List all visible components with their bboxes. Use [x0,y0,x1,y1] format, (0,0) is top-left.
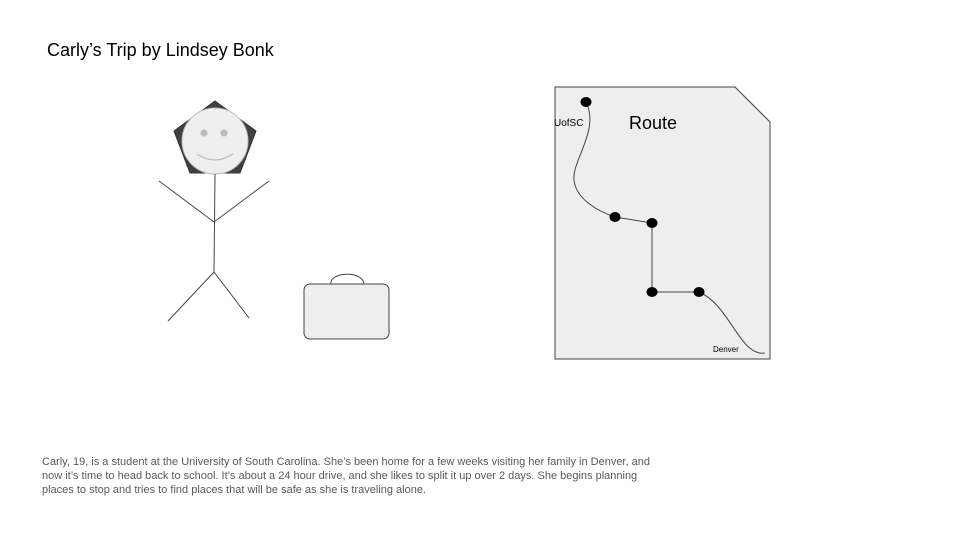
route-stop-3 [646,218,658,228]
left-eye [200,129,208,137]
route-line [573,101,766,354]
suitcase-body [303,283,390,340]
map-title: Route [629,113,677,133]
smile-mouth [196,153,234,161]
slide-title: Carly’s Trip by Lindsey Bonk [47,40,274,60]
smiley-face [181,107,249,175]
route-stop-4 [646,287,658,297]
right-arm [213,180,270,223]
route-stop-5 [693,287,705,297]
right-leg [213,271,250,319]
stick-figure [158,100,270,322]
suitcase [303,273,390,340]
map-end-label: Denver [713,345,739,354]
story-description: Carly, 19, is a student at the Universit… [42,456,650,496]
route-stop-start [580,97,592,107]
body-line [213,173,216,273]
left-leg [167,271,215,322]
suitcase-handle [330,273,365,285]
right-eye [220,129,228,137]
map-start-label: UofSC [554,118,583,129]
route-stop-2 [609,212,621,222]
map-paper [554,86,771,360]
route-map: Route UofSC Denver [554,86,771,360]
left-arm [158,180,215,223]
